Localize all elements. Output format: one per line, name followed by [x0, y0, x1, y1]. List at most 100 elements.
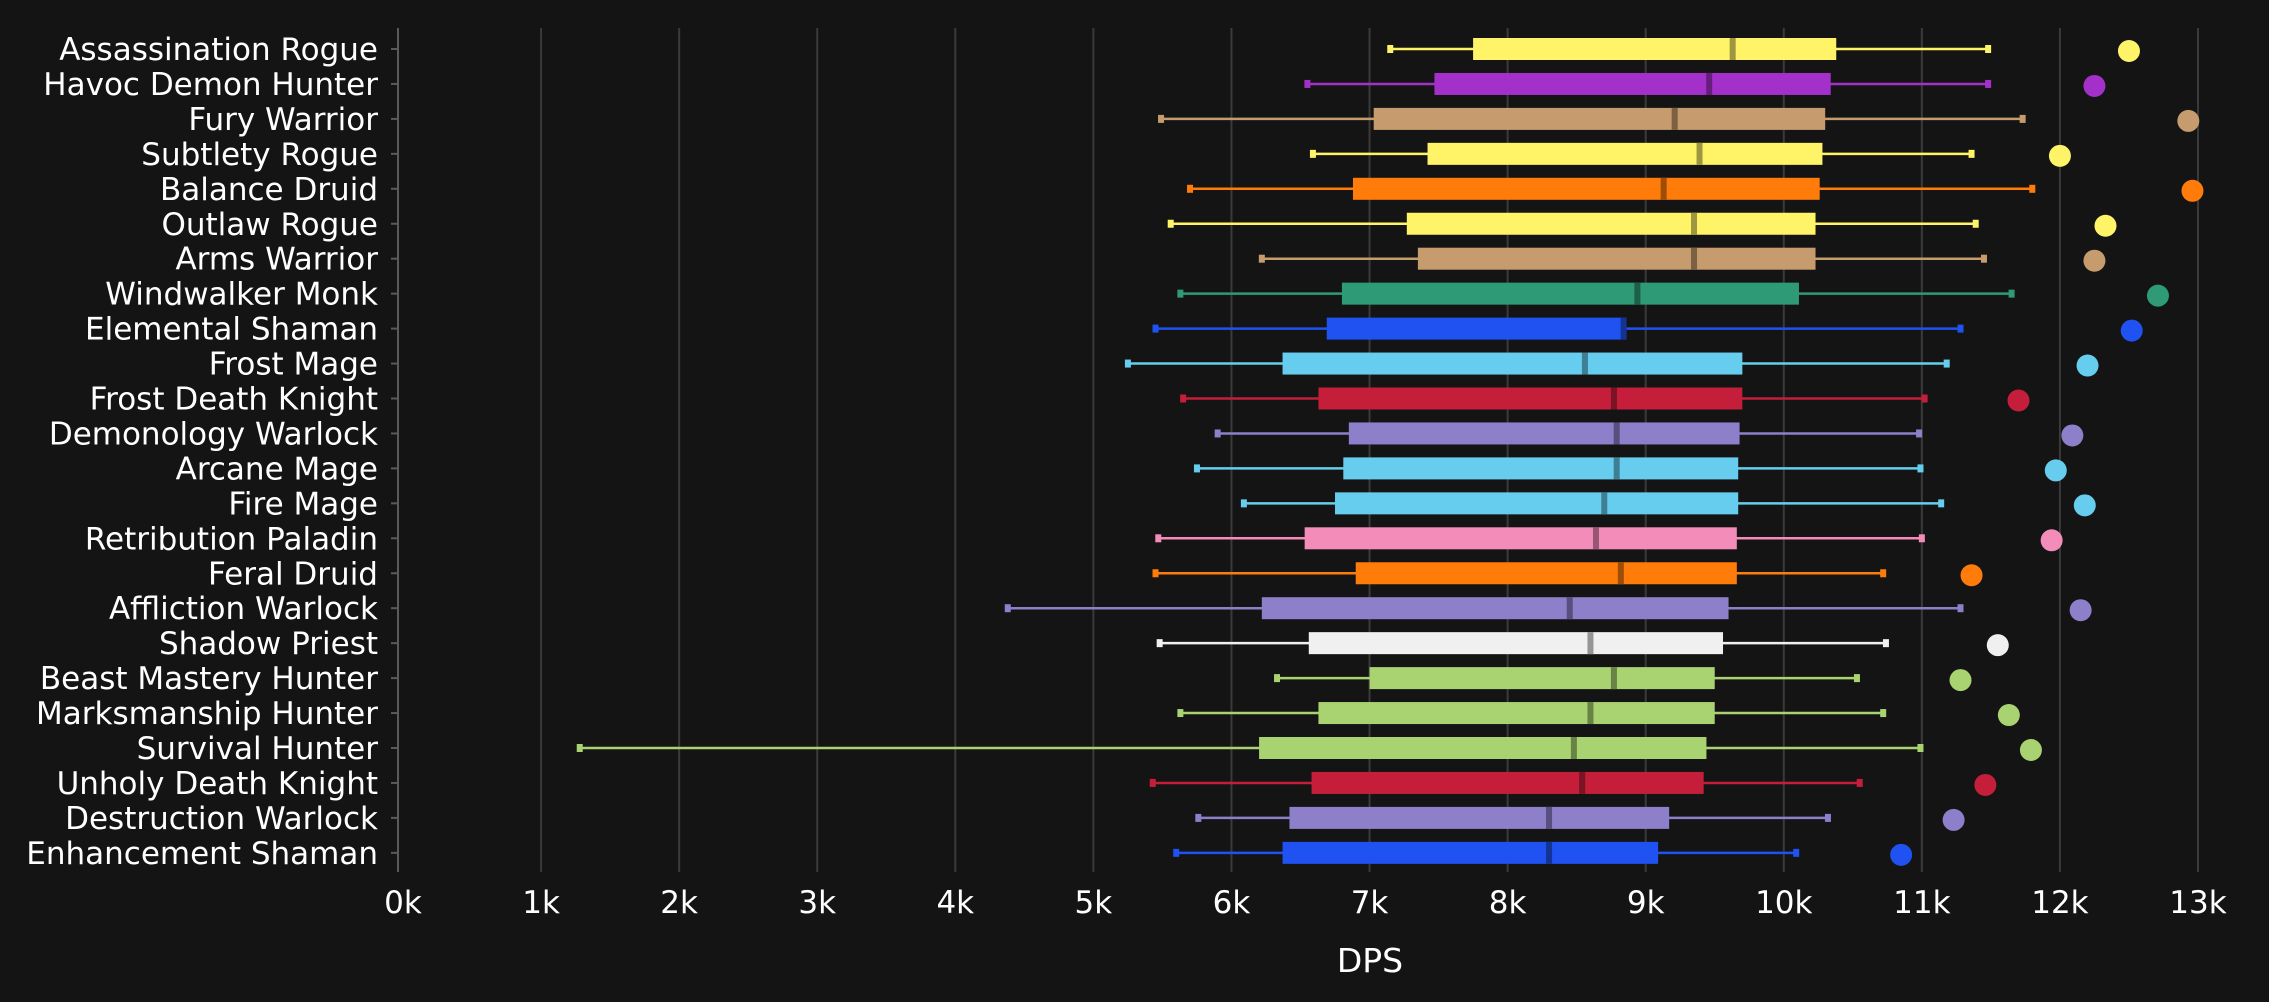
whisker-min-cap: [1149, 778, 1156, 787]
whisker-min-cap: [1258, 254, 1265, 263]
x-tick-label: 2k: [660, 885, 698, 921]
outlier-point: [2120, 319, 2143, 342]
median-marker: [1570, 737, 1577, 759]
box-group: [1193, 457, 2067, 482]
grid-layer: [540, 28, 2199, 872]
median-marker: [1546, 841, 1553, 864]
whisker-max-cap: [1957, 324, 1964, 333]
box-group: [1187, 177, 2204, 202]
whisker-min-cap: [1195, 813, 1202, 822]
median-marker: [1706, 72, 1713, 95]
iqr-box: [1473, 38, 1837, 60]
iqr-box: [1326, 317, 1627, 340]
whisker-max-cap: [1943, 359, 1950, 368]
whisker-min-cap: [1152, 324, 1159, 333]
x-tick-label: 0k: [384, 885, 422, 921]
iqr-box: [1304, 527, 1737, 550]
median-marker: [1587, 702, 1594, 725]
iqr-box: [1318, 702, 1715, 725]
category-label: Retribution Paladin: [85, 521, 378, 557]
x-tick-label: 8k: [1489, 885, 1527, 921]
whisker-max-cap: [1918, 534, 1925, 543]
x-tick-label: 9k: [1627, 885, 1665, 921]
median-marker: [1729, 38, 1736, 60]
category-label: Unholy Death Knight: [57, 766, 378, 802]
whisker-max-cap: [1824, 813, 1831, 822]
iqr-box: [1261, 597, 1729, 620]
whisker-max-cap: [1853, 674, 1860, 683]
x-axis-title: DPS: [1337, 941, 1403, 980]
outlier-point: [2040, 529, 2063, 552]
whisker-min-cap: [1274, 674, 1281, 683]
whisker-max-cap: [1938, 499, 1945, 508]
median-marker: [1634, 282, 1641, 305]
category-label: Subtlety Rogue: [141, 137, 378, 173]
outlier-point: [1942, 808, 1965, 831]
x-tick-label: 3k: [798, 885, 836, 921]
category-label: Balance Druid: [160, 172, 378, 208]
category-label: Survival Hunter: [137, 731, 379, 767]
iqr-box: [1427, 142, 1823, 165]
outlier-point: [1986, 634, 2009, 657]
box-group: [1387, 38, 2140, 62]
median-marker: [1566, 597, 1573, 620]
whisker-min-cap: [1177, 709, 1184, 718]
category-label: Elemental Shaman: [85, 312, 378, 348]
x-tick-label: 1k: [522, 885, 560, 921]
whisker-max-cap: [1957, 604, 1964, 613]
iqr-box: [1318, 387, 1743, 410]
whisker-min-cap: [1214, 429, 1221, 438]
whisker-max-cap: [2029, 184, 2036, 193]
iqr-box: [1406, 212, 1816, 235]
median-marker: [1620, 317, 1627, 340]
whisker-min-cap: [1167, 219, 1174, 228]
whisker-min-cap: [1158, 114, 1165, 123]
outlier-point: [2048, 144, 2071, 167]
whisker-min-cap: [576, 744, 583, 752]
whisker-min-cap: [1173, 848, 1180, 857]
whisker-min-cap: [1152, 569, 1159, 578]
whisker-min-cap: [1193, 464, 1200, 473]
box-group: [1158, 107, 2200, 132]
whisker-max-cap: [1980, 254, 1987, 263]
box-group: [1274, 667, 1972, 692]
category-label: Fire Mage: [228, 486, 378, 522]
category-label: Enhancement Shaman: [26, 836, 378, 872]
box-group: [1149, 771, 1997, 796]
median-marker: [1610, 667, 1617, 690]
outlier-point: [2094, 214, 2117, 237]
outlier-point: [1974, 773, 1997, 796]
median-marker: [1660, 177, 1667, 200]
category-label: Shadow Priest: [159, 626, 378, 662]
iqr-box: [1352, 177, 1820, 200]
whisker-min-cap: [1309, 149, 1316, 158]
iqr-box: [1335, 492, 1739, 515]
iqr-box: [1311, 771, 1704, 794]
iqr-box: [1343, 457, 1739, 480]
category-label: Demonology Warlock: [49, 416, 378, 452]
outlier-point: [2044, 459, 2067, 482]
whisker-max-cap: [1882, 639, 1889, 648]
whisker-min-cap: [1240, 499, 1247, 508]
outlier-point: [1890, 843, 1913, 866]
iqr-box: [1282, 841, 1659, 864]
median-marker: [1696, 142, 1703, 165]
whisker-max-cap: [1985, 79, 1992, 88]
whisker-max-cap: [1917, 744, 1924, 752]
outlier-point: [1949, 669, 1972, 692]
whisker-max-cap: [2008, 289, 2015, 298]
category-label: Feral Druid: [208, 556, 378, 592]
whisker-max-cap: [1856, 778, 1863, 787]
median-marker: [1579, 771, 1586, 794]
outlier-point: [2181, 179, 2204, 202]
box-group: [576, 737, 2042, 761]
plot-area: [576, 38, 2204, 866]
whisker-max-cap: [1880, 709, 1887, 718]
category-label: Frost Mage: [209, 347, 378, 383]
outlier-point: [1997, 704, 2020, 727]
outlier-point: [2007, 389, 2030, 412]
category-label: Outlaw Rogue: [161, 207, 378, 243]
outlier-point: [2177, 109, 2200, 132]
x-tick-label: 13k: [2169, 885, 2226, 921]
